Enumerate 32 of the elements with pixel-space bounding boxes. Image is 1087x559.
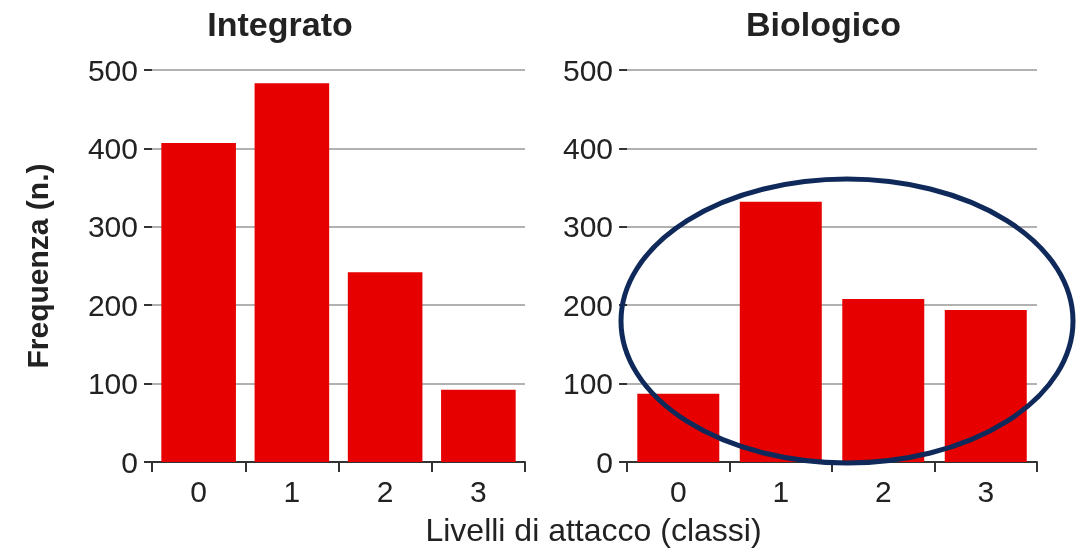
y-tick-label: 100 (562, 367, 614, 401)
x-tick-label: 2 (874, 474, 892, 508)
y-tick-label: 0 (121, 445, 138, 479)
x-tick-label: 3 (977, 474, 995, 508)
y-tick-label: 500 (562, 53, 614, 87)
bar (944, 309, 1027, 462)
bar (161, 142, 236, 462)
bar (842, 298, 925, 462)
y-tick-label: 400 (87, 131, 138, 165)
chart-title: Biologico (746, 5, 901, 43)
x-tick-label: 0 (190, 474, 207, 508)
y-tick-label: 200 (87, 288, 138, 322)
chart-title: Integrato (207, 5, 353, 43)
y-axis-title: Frequenza (n.) (20, 163, 54, 369)
y-tick-label: 100 (87, 367, 138, 401)
bar (347, 272, 423, 462)
y-tick-label: 500 (87, 53, 138, 87)
y-tick-label: 300 (87, 210, 138, 244)
bar (739, 201, 822, 462)
y-tick-label: 300 (562, 210, 614, 244)
x-tick-label: 1 (283, 474, 301, 508)
x-tick-label: 3 (470, 474, 487, 508)
y-tick-label: 200 (562, 288, 614, 322)
y-tick-label: 0 (596, 445, 614, 479)
x-tick-label: 1 (772, 474, 790, 508)
x-tick-label: 0 (669, 474, 687, 508)
y-tick-label: 400 (562, 131, 614, 165)
bar (637, 393, 720, 462)
bar (254, 83, 330, 462)
x-axis-title: Livelli di attacco (classi) (425, 512, 762, 548)
x-tick-label: 2 (376, 474, 394, 508)
bar (441, 389, 516, 462)
